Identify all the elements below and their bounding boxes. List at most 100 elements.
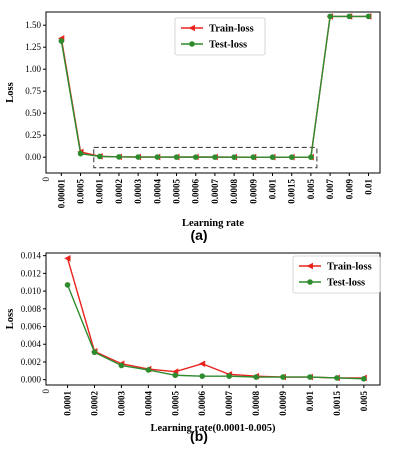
train-loss-point	[198, 360, 206, 368]
y-tick-label: 0.00	[25, 152, 41, 162]
x-tick-label: 0.0002	[114, 179, 124, 204]
test-loss-point	[118, 362, 125, 369]
x-tick-label: 0.0005	[76, 179, 86, 204]
legend: Train-loss Test-loss	[292, 255, 381, 294]
zoom-region-box	[93, 146, 318, 169]
y-tick-label: 0.008	[21, 304, 42, 314]
test-loss-point	[172, 372, 179, 379]
test-loss-point	[288, 154, 295, 160]
x-tick-label: 0.0004	[143, 391, 153, 416]
x-tick-label: 0.0009	[278, 391, 288, 416]
origin-tick-label: 0	[41, 389, 51, 394]
y-tick-label: 0.000	[21, 375, 42, 385]
x-tick-label: 0.005	[306, 179, 316, 200]
plot-frame	[45, 252, 381, 386]
y-tick-label: 1.00	[25, 64, 41, 74]
x-tick-label: 0.00001	[56, 179, 66, 209]
x-tick-label: 0.001	[268, 179, 278, 200]
test-loss-point	[96, 153, 103, 160]
legend-marker	[188, 24, 195, 32]
plot-frame	[45, 11, 381, 174]
y-tick-label: 0.010	[21, 286, 42, 296]
train-loss-point	[64, 255, 71, 262]
y-tick-label: 0.002	[21, 357, 41, 367]
x-tick-label: 0.009	[344, 179, 354, 200]
x-axis-label: Learning rate(0.0001-0.005)	[150, 423, 276, 434]
test-loss-point	[192, 154, 199, 160]
legend-label: Train-loss	[327, 262, 372, 273]
test-loss-point	[145, 367, 152, 373]
y-tick-label: 0.012	[21, 268, 41, 278]
test-loss-point	[77, 150, 84, 157]
y-tick-label: 0.004	[21, 339, 42, 349]
legend-box	[174, 17, 266, 56]
legend-label: Train-loss	[209, 24, 254, 35]
y-tick-label: 1.25	[25, 42, 41, 52]
test-loss-point	[327, 13, 333, 20]
x-tick-label: 0.0001	[63, 391, 73, 416]
panel-label: (b)	[190, 428, 208, 444]
test-loss-point	[64, 282, 71, 288]
y-tick-label: 0.014	[21, 251, 42, 261]
test-loss-point	[135, 154, 141, 160]
test-loss-point	[154, 154, 161, 160]
legend: Train-loss Test-loss	[174, 17, 266, 56]
test-loss-point	[58, 38, 65, 44]
test-loss-point	[199, 373, 206, 379]
x-tick-label: 0.0009	[248, 179, 258, 204]
x-tick-label: 0.007	[325, 179, 335, 200]
test-loss-point	[269, 154, 276, 160]
test-loss-point	[307, 374, 313, 380]
x-tick-label: 0.0003	[116, 391, 126, 416]
x-axis-label: Learning rate	[182, 218, 244, 229]
chart-panel-a: 0.00 0.25 0.50 0.75 1.00 1.25 1.50 0 0.00001 0.00…	[5, 11, 381, 243]
y-tick-label: 1.50	[25, 20, 41, 30]
chart-panel-b: 0.000 0.002 0.004 0.006 0.008 0.010 0.012 0.014…	[5, 251, 381, 444]
legend-marker	[307, 279, 313, 285]
test-loss-point	[308, 154, 314, 160]
x-tick-label: 0.0006	[197, 391, 207, 416]
test-loss-point	[361, 375, 367, 382]
legend-marker	[189, 41, 195, 47]
y-tick-label: 0.006	[21, 322, 42, 332]
x-tick-label: 0.01	[363, 179, 373, 195]
legend-label: Test-loss	[209, 40, 247, 51]
test-loss-point	[280, 374, 286, 380]
test-loss-point	[91, 349, 98, 356]
test-loss-point	[173, 154, 180, 160]
x-tick-label: 0.0004	[152, 179, 162, 204]
x-tick-label: 0.0005	[170, 391, 180, 416]
legend-label: Test-loss	[327, 278, 365, 289]
x-tick-label: 0.0003	[133, 179, 143, 204]
legend-marker	[306, 262, 313, 270]
x-tick-label: 0.0008	[229, 179, 239, 204]
test-loss-point	[334, 375, 340, 381]
test-loss-point	[250, 154, 257, 160]
test-loss-point	[365, 13, 372, 20]
x-tick-label: 0.0007	[224, 391, 234, 416]
origin-tick-label: 0	[41, 177, 51, 182]
y-axis-label: Loss	[5, 309, 16, 329]
x-tick-label: 0.0008	[251, 391, 261, 416]
test-loss-point	[346, 13, 353, 20]
test-loss-point	[226, 373, 232, 379]
test-loss-point	[253, 374, 259, 380]
x-tick-label: 0.0006	[191, 179, 201, 204]
x-tick-label: 0.0001	[95, 179, 105, 204]
y-tick-label: 0.25	[25, 130, 41, 140]
test-loss-point	[231, 154, 237, 160]
x-tick-label: 0.0015	[287, 179, 297, 204]
x-tick-label: 0.005	[359, 391, 369, 412]
panel-label: (a)	[190, 227, 207, 243]
y-axis-label: Loss	[5, 82, 16, 102]
x-tick-label: 0.0002	[89, 391, 99, 416]
test-loss-point	[116, 154, 122, 160]
x-tick-label: 0.0005	[172, 179, 182, 204]
x-tick-label: 0.001	[305, 391, 315, 412]
series-line-test-loss	[66, 284, 364, 380]
legend-box	[292, 255, 381, 294]
x-tick-label: 0.0015	[332, 391, 342, 416]
test-loss-point	[212, 154, 218, 160]
x-tick-label: 0.0007	[210, 179, 220, 204]
